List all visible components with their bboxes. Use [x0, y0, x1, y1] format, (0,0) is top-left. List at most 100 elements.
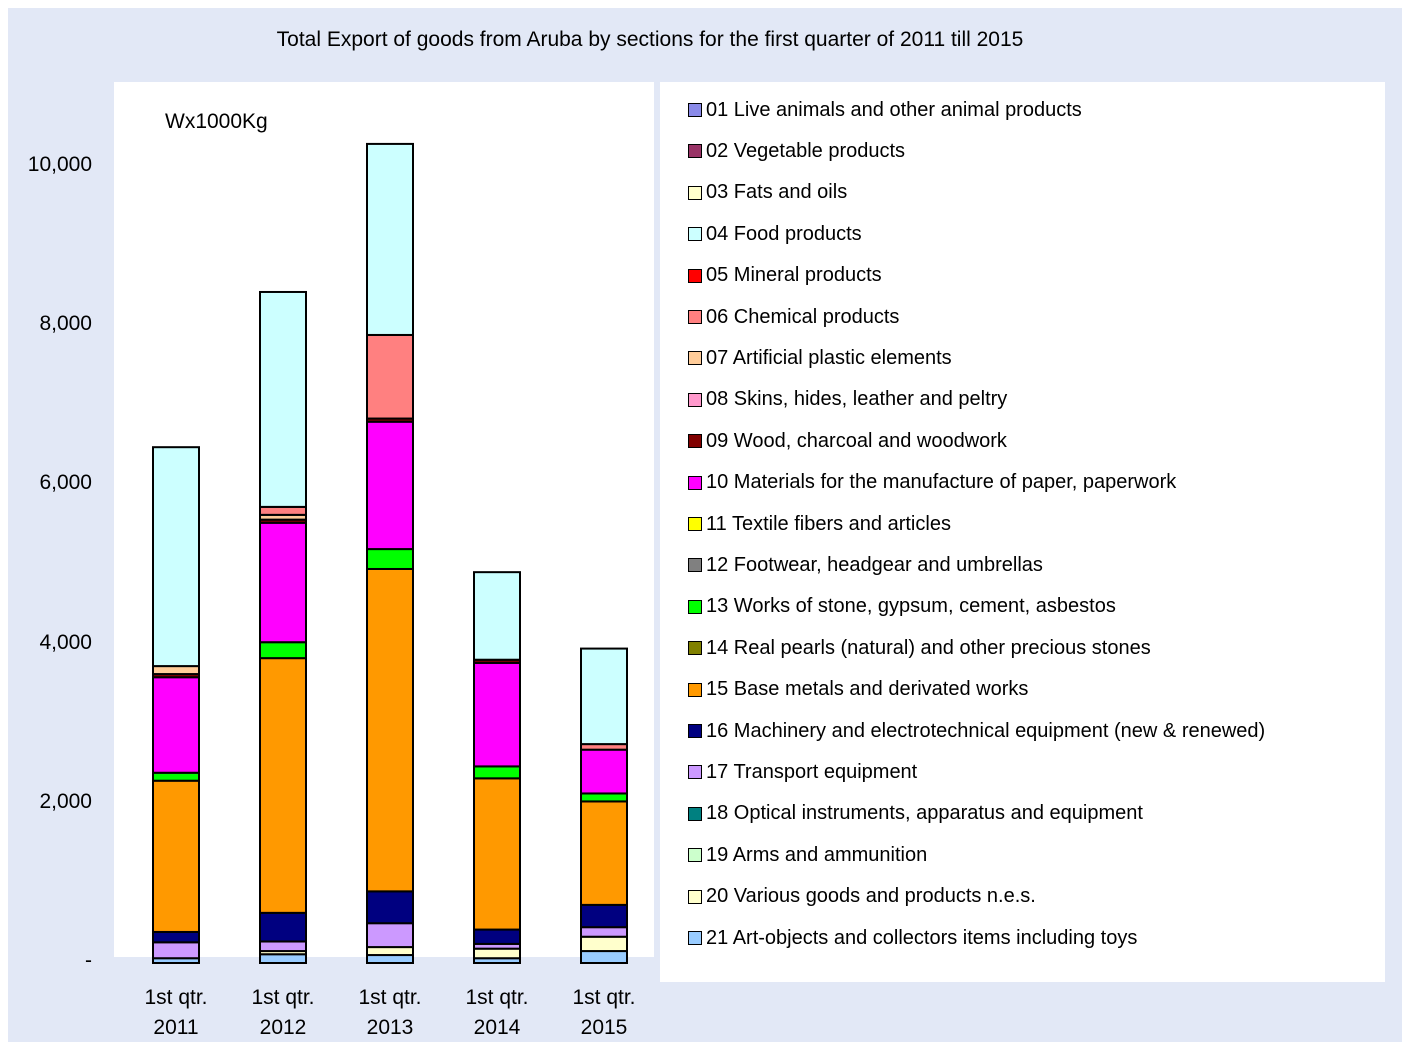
- chart-title: Total Export of goods from Aruba by sect…: [276, 28, 1024, 51]
- bar-segment: [259, 940, 307, 953]
- legend-label: 19 Arms and ammunition: [706, 843, 928, 866]
- y-tick-label: 4,000: [39, 630, 92, 654]
- bar-segment: [259, 657, 307, 914]
- legend-label: 18 Optical instruments, apparatus and eq…: [706, 802, 1143, 825]
- legend-swatch: [688, 517, 702, 531]
- legend-item: 01 Live animals and other animal product…: [688, 95, 1082, 125]
- bar-segment: [366, 890, 414, 925]
- legend-label: 04 Food products: [706, 222, 862, 245]
- bar-segment: [473, 777, 521, 931]
- legend-label: 10 Materials for the manufacture of pape…: [706, 471, 1177, 494]
- legend-label: 13 Works of stone, gypsum, cement, asbes…: [706, 595, 1116, 618]
- legend-label: 01 Live animals and other animal product…: [706, 98, 1082, 121]
- legend-swatch: [688, 144, 702, 159]
- legend-label: 12 Footwear, headgear and umbrellas: [706, 553, 1043, 576]
- legend-swatch: [688, 351, 702, 366]
- legend-item: 12 Footwear, headgear and umbrellas: [688, 550, 1043, 580]
- y-tick-label: -: [85, 949, 92, 972]
- legend-label: 17 Transport equipment: [706, 760, 918, 783]
- bar-segment: [259, 953, 307, 965]
- bar-segment: [259, 290, 307, 508]
- legend-swatch: [688, 185, 702, 200]
- legend-swatch: [688, 641, 702, 656]
- legend-item: 02 Vegetable products: [688, 136, 905, 166]
- legend-item: 11 Textile fibers and articles: [688, 509, 951, 539]
- bar-segment: [366, 954, 414, 964]
- bar-segment: [473, 661, 521, 768]
- x-tick-label: 1st qtr. 2012: [251, 986, 315, 1039]
- bar-segment: [366, 922, 414, 949]
- legend-swatch: [688, 558, 702, 573]
- y-tick-label: 8,000: [39, 312, 92, 336]
- legend-item: 18 Optical instruments, apparatus and eq…: [688, 799, 1143, 829]
- legend-swatch: [688, 765, 702, 780]
- unit-label: Wx1000Kg: [165, 110, 268, 133]
- bar-segment: [152, 665, 200, 676]
- legend-label: 16 Machinery and electrotechnical equipm…: [706, 719, 1266, 742]
- legend-item: 21 Art-objects and collectors items incl…: [688, 923, 1137, 953]
- bar-segment: [152, 779, 200, 933]
- legend-label: 08 Skins, hides, leather and peltry: [706, 388, 1008, 411]
- legend-swatch: [688, 599, 702, 614]
- x-tick-label: 1st qtr. 2014: [465, 986, 529, 1039]
- legend-item: 20 Various goods and products n.e.s.: [688, 882, 1036, 912]
- legend-label: 07 Artificial plastic elements: [706, 346, 952, 369]
- legend-label: 20 Various goods and products n.e.s.: [706, 885, 1036, 908]
- legend-item: 03 Fats and oils: [688, 178, 847, 208]
- bar-segment: [259, 641, 307, 660]
- legend-swatch: [688, 268, 702, 283]
- legend-swatch: [688, 475, 702, 490]
- legend-item: 13 Works of stone, gypsum, cement, asbes…: [688, 592, 1116, 622]
- y-tick-label: 6,000: [39, 471, 92, 495]
- legend-label: 11 Textile fibers and articles: [706, 512, 951, 535]
- legend-swatch: [688, 848, 702, 863]
- y-tick-label: 10,000: [27, 153, 92, 176]
- bar-segment: [473, 947, 521, 960]
- bar-segment: [259, 911, 307, 943]
- y-tick-label: 2,000: [39, 789, 92, 813]
- legend-item: 05 Mineral products: [688, 261, 882, 291]
- bar-segment: [580, 748, 628, 795]
- legend-label: 09 Wood, charcoal and woodwork: [706, 429, 1007, 452]
- bar-segment: [473, 928, 521, 945]
- bar-segment: [152, 941, 200, 960]
- bar-segment: [473, 571, 521, 661]
- legend-item: 04 Food products: [688, 219, 862, 249]
- bar-segment: [580, 903, 628, 929]
- legend-item: 06 Chemical products: [688, 302, 899, 332]
- legend-label: 06 Chemical products: [706, 305, 900, 328]
- bar-segment: [366, 333, 414, 420]
- legend-swatch: [688, 682, 702, 697]
- bar-segment: [580, 935, 628, 953]
- bar-segment: [152, 446, 200, 668]
- bar-segment: [366, 946, 414, 957]
- legend-item: 16 Machinery and electrotechnical equipm…: [688, 716, 1265, 746]
- bar-segment: [152, 771, 200, 782]
- legend-item: 08 Skins, hides, leather and peltry: [688, 385, 1007, 415]
- bar-segment: [366, 548, 414, 570]
- bar-segment: [580, 800, 628, 906]
- legend-swatch: [688, 103, 702, 117]
- legend-label: 03 Fats and oils: [706, 181, 848, 204]
- legend-label: 15 Base metals and derivated works: [706, 678, 1029, 701]
- bar-segment: [366, 142, 414, 336]
- bar-segment: [366, 420, 414, 551]
- legend-box: [660, 82, 1385, 982]
- x-tick-label: 1st qtr. 2013: [358, 986, 422, 1039]
- legend-swatch: [688, 310, 702, 324]
- legend-label: 21 Art-objects and collectors items incl…: [706, 926, 1138, 949]
- legend-item: 19 Arms and ammunition: [688, 840, 927, 870]
- legend-swatch: [688, 227, 702, 242]
- x-tick-label: 1st qtr. 2011: [144, 986, 208, 1039]
- bar-segment: [580, 647, 628, 746]
- bar-segment: [473, 765, 521, 780]
- legend-swatch: [688, 931, 702, 945]
- bar-segment: [580, 792, 628, 803]
- legend-swatch: [688, 889, 702, 904]
- legend-swatch: [688, 806, 702, 821]
- legend-swatch: [688, 724, 702, 738]
- bar-segment: [152, 676, 200, 774]
- legend-label: 14 Real pearls (natural) and other preci…: [706, 636, 1151, 659]
- legend-item: 15 Base metals and derivated works: [688, 675, 1028, 705]
